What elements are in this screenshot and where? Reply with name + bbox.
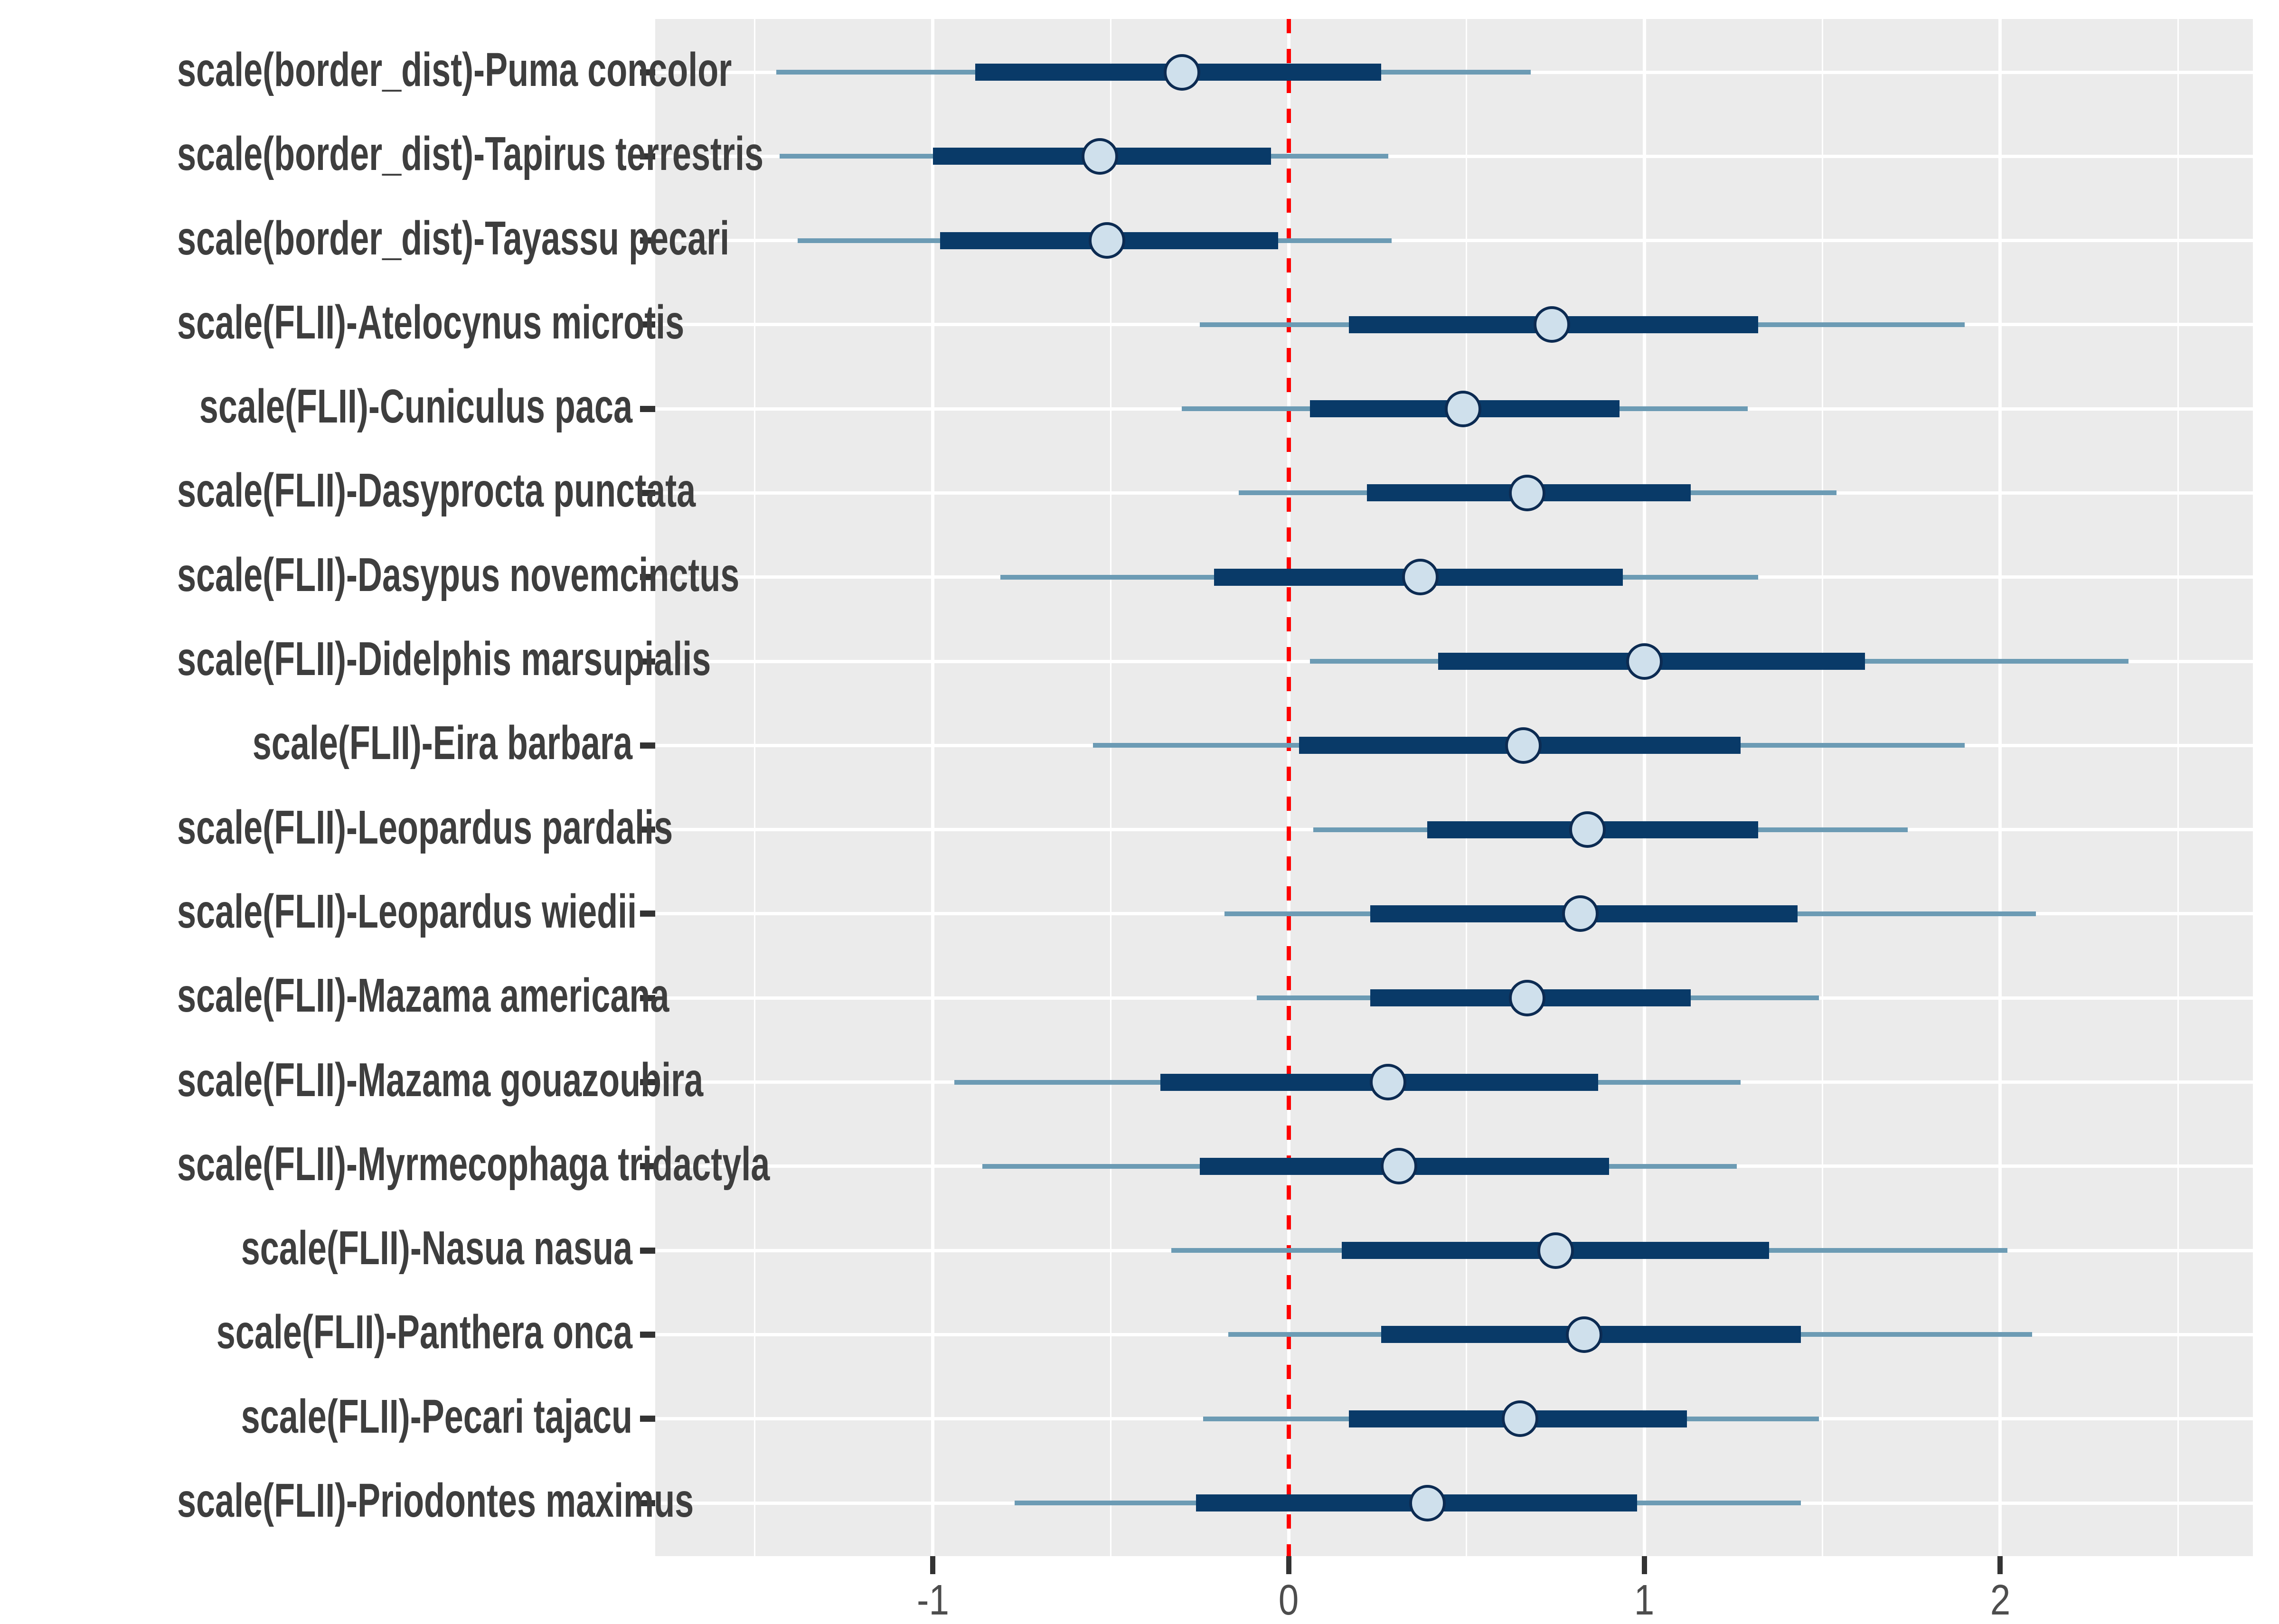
estimate-point [1444,390,1481,427]
estimate-point [1089,222,1126,259]
x-axis-tick-label: 0 [1278,1577,1299,1624]
y-axis-tick [640,574,655,581]
y-axis-label: scale(FLII)-Didelphis marsupialis [177,632,711,685]
y-axis-tick [640,826,655,833]
gridline-major [1642,19,1646,1556]
estimate-point [1163,54,1200,91]
y-axis-label: scale(FLII)-Dasypus novemcinctus [177,548,740,601]
estimate-point [1565,1316,1602,1353]
y-axis-tick [640,1079,655,1086]
reference-line-zero [1286,19,1291,1556]
y-axis-tick [640,69,655,75]
y-axis-label: scale(FLII)-Panthera onca [216,1305,632,1359]
estimate-point [1409,1484,1446,1521]
x-axis-tick-label: 1 [1634,1577,1655,1624]
gridline-minor [754,19,756,1556]
y-axis-tick [640,405,655,412]
y-axis-label: scale(FLII)-Priodontes maximus [177,1474,694,1527]
estimate-point [1380,1148,1417,1185]
estimate-point [1534,306,1571,343]
y-axis-label: scale(FLII)-Mazama gouazoubira [177,1053,704,1107]
gridline-major [1998,19,2002,1556]
estimate-point [1082,138,1119,175]
estimate-point [1402,559,1439,596]
y-axis-tick [640,153,655,160]
x-axis-tick [1286,1556,1291,1574]
estimate-point [1505,727,1542,764]
y-axis-tick [640,237,655,244]
y-axis-label: scale(FLII)-Leopardus wiedii [177,884,637,938]
gridline-row-major [655,239,2253,243]
y-axis-tick [640,1163,655,1170]
y-axis-label: scale(FLII)-Nasua nasua [241,1221,632,1275]
y-axis-label: scale(FLII)-Pecari tajacu [241,1389,632,1443]
estimate-point [1537,1232,1574,1269]
y-axis-label: scale(border_dist)-Tayassu pecari [177,211,730,265]
x-axis-tick [930,1556,936,1574]
x-axis-tick-label: -1 [916,1577,949,1624]
y-axis-label: scale(FLII)-Leopardus pardalis [177,800,673,854]
y-axis-label: scale(border_dist)-Puma concolor [177,43,732,96]
estimate-point [1501,1400,1538,1437]
y-axis-tick [640,321,655,328]
y-axis-tick [640,1416,655,1422]
gridline-minor [2177,19,2179,1556]
estimate-point [1508,474,1545,511]
y-axis-tick [640,658,655,665]
x-axis-tick [1641,1556,1647,1574]
gridline-minor [1821,19,1823,1556]
y-axis-label: scale(FLII)-Dasyprocta punctata [177,464,696,517]
estimate-point [1370,1064,1407,1101]
y-axis-label: scale(border_dist)-Tapirus terrestris [177,127,764,181]
y-axis-label: scale(FLII)-Myrmecophaga tridactyla [177,1137,770,1191]
y-axis-tick [640,911,655,917]
estimate-point [1569,811,1606,848]
estimate-point [1562,895,1599,932]
y-axis-label: scale(FLII)-Mazama americana [177,969,669,1023]
estimate-point [1508,979,1545,1016]
y-axis-tick [640,1500,655,1506]
x-axis-tick [1997,1556,2003,1574]
gridline-minor [1110,19,1111,1556]
gridline-major [931,19,935,1556]
y-axis-label: scale(FLII)-Atelocynus microtis [177,295,685,349]
y-axis-tick [640,995,655,1001]
y-axis-tick [640,1331,655,1338]
plot-panel [655,19,2253,1556]
y-axis-tick [640,742,655,749]
y-axis-tick [640,1247,655,1254]
estimate-point [1626,643,1663,680]
y-axis-label: scale(FLII)-Eira barbara [252,716,632,770]
x-axis-tick-label: 2 [1990,1577,2011,1624]
y-axis-label: scale(FLII)-Cuniculus paca [199,380,632,433]
gridline-minor [1466,19,1468,1556]
y-axis-tick [640,489,655,496]
gridline-row-major [655,154,2253,158]
